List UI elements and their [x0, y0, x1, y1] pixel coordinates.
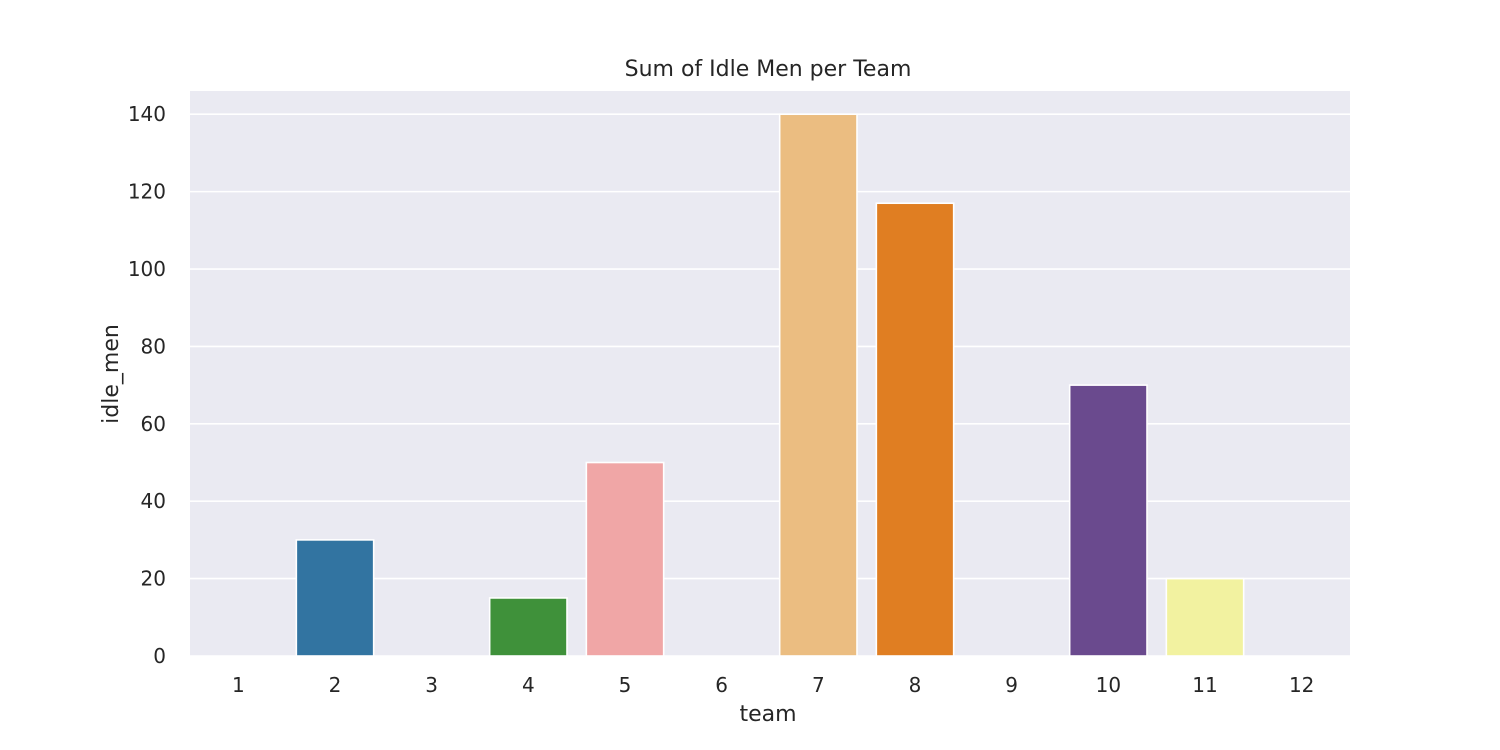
gridlines [190, 113, 1350, 657]
x-tick-label: 5 [619, 673, 632, 697]
y-tick-label: 100 [128, 257, 166, 281]
plot-area [190, 91, 1350, 656]
bar-team-5 [585, 461, 665, 657]
bar-team-4 [488, 597, 568, 657]
chart-title: Sum of Idle Men per Team [625, 57, 912, 82]
bar-team-2 [295, 539, 375, 657]
y-tick-labels: 0 20 40 60 80 100 120 140 [128, 102, 166, 668]
bar-team-10 [1068, 384, 1148, 657]
bar-team-11 [1165, 577, 1245, 657]
y-tick-label: 120 [128, 180, 166, 204]
x-axis-label: team [739, 702, 796, 727]
x-tick-label: 8 [909, 673, 922, 697]
y-tick-label: 20 [141, 567, 166, 591]
x-tick-label: 9 [1005, 673, 1018, 697]
y-tick-label: 140 [128, 102, 166, 126]
y-tick-label: 60 [141, 412, 166, 436]
x-tick-label: 10 [1096, 673, 1121, 697]
x-tick-label: 6 [715, 673, 728, 697]
bar-team-7 [778, 113, 858, 657]
y-tick-label: 80 [141, 334, 166, 358]
y-tick-label: 0 [153, 644, 166, 668]
x-tick-label: 7 [812, 673, 825, 697]
bars [295, 113, 1245, 657]
y-tick-label: 40 [141, 489, 166, 513]
x-tick-labels: 1 2 3 4 5 6 7 8 9 10 11 12 [232, 673, 1314, 697]
y-axis-label: idle_men [99, 324, 124, 424]
x-tick-label: 2 [329, 673, 342, 697]
bar-team-8 [875, 202, 955, 657]
x-tick-label: 1 [232, 673, 245, 697]
x-tick-label: 12 [1289, 673, 1314, 697]
x-tick-label: 3 [425, 673, 438, 697]
x-tick-label: 4 [522, 673, 535, 697]
x-tick-label: 11 [1192, 673, 1217, 697]
